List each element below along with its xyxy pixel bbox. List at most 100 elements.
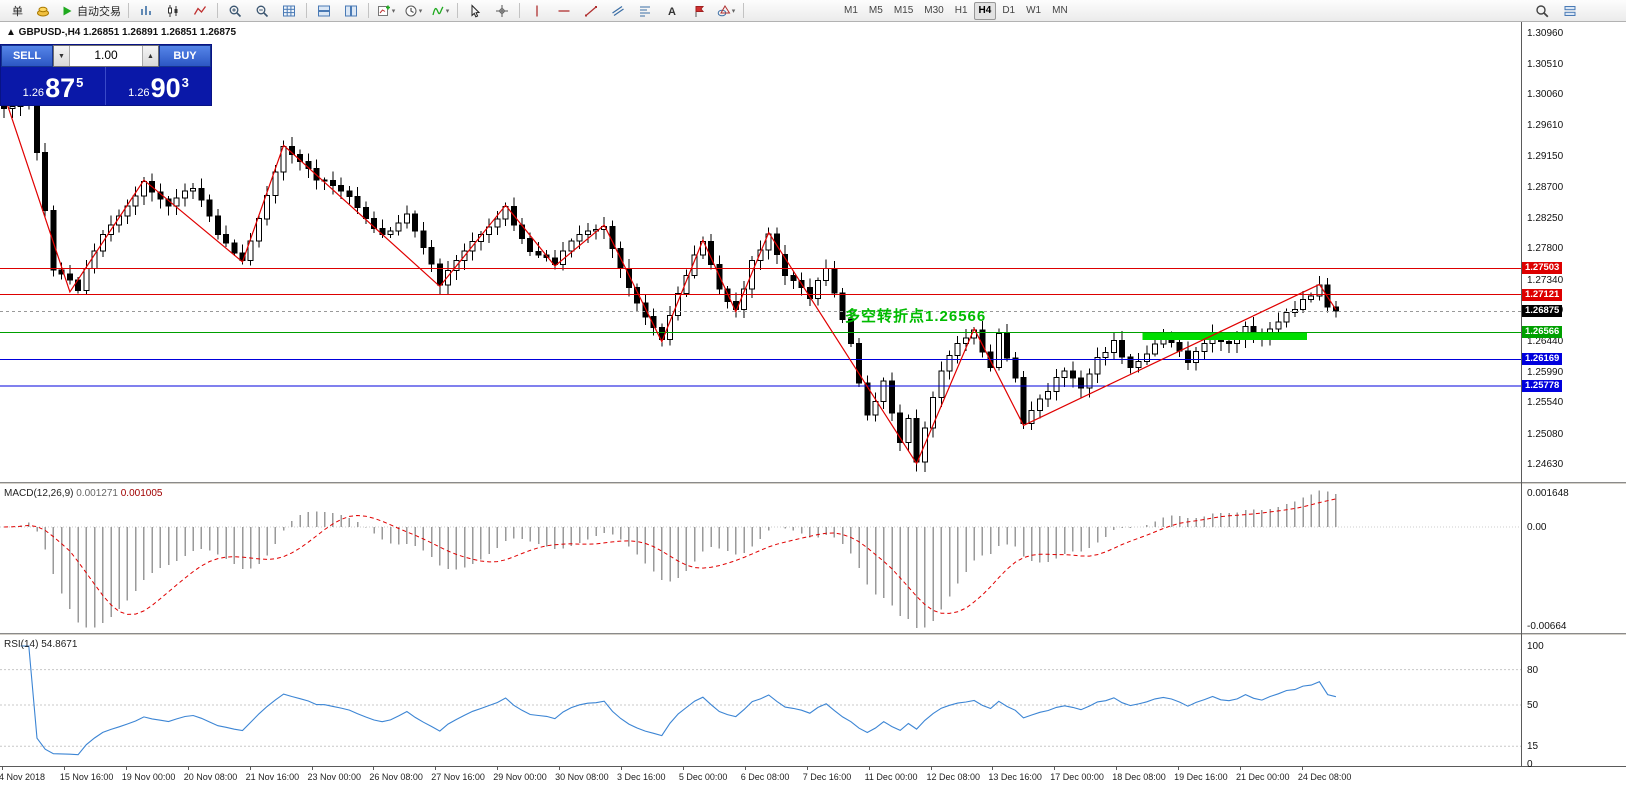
price-level-tag: 1.26875 bbox=[1522, 305, 1563, 318]
label-button[interactable] bbox=[686, 1, 712, 21]
buy-price[interactable]: 1.26 90 3 bbox=[106, 67, 211, 105]
toolbar-separator bbox=[217, 3, 218, 18]
zoom-in-button[interactable] bbox=[222, 1, 248, 21]
time-axis-tick bbox=[559, 767, 561, 770]
panel-divider[interactable] bbox=[0, 482, 1626, 485]
timeframe-group: M1 M5 M15 M30 H1 H4 D1 W1 MN bbox=[839, 1, 1073, 20]
macd-label: MACD(12,26,9) 0.001271 0.001005 bbox=[4, 488, 162, 499]
timeframe-h4-button[interactable]: H4 bbox=[973, 1, 997, 20]
symbol-ohlc-text: ▲ GBPUSD-,H4 1.26851 1.26891 1.26851 1.2… bbox=[6, 27, 237, 38]
crosshair-icon bbox=[496, 4, 508, 17]
arrange-horizontal-button[interactable] bbox=[311, 1, 337, 21]
time-axis-label: 30 Nov 08:00 bbox=[555, 772, 609, 782]
volume-increase-button[interactable]: ▲ bbox=[142, 46, 158, 66]
dropdown-arrow-icon: ▾ bbox=[391, 7, 396, 15]
svg-text:A: A bbox=[668, 6, 676, 18]
volume-input[interactable]: 1.00 bbox=[94, 48, 118, 62]
macd-signal-value: 0.001005 bbox=[120, 488, 163, 499]
timeframe-m15-button[interactable]: M15 bbox=[893, 5, 914, 16]
time-axis-label: 29 Nov 00:00 bbox=[493, 772, 547, 782]
hline-icon bbox=[558, 9, 570, 12]
autotrading-button[interactable]: 自动交易 bbox=[57, 1, 124, 21]
gold-icon bbox=[37, 6, 49, 16]
buy-button[interactable]: BUY bbox=[159, 45, 211, 67]
trendline-button[interactable] bbox=[578, 1, 604, 21]
tileh-icon bbox=[318, 5, 330, 16]
buy-price-pip: 3 bbox=[181, 75, 189, 90]
macd-indicator-chart[interactable] bbox=[0, 485, 1521, 633]
tile-windows-button[interactable] bbox=[276, 1, 302, 21]
indicators-button[interactable]: ▾ bbox=[427, 1, 453, 21]
time-axis-tick bbox=[373, 767, 375, 770]
zoomout-icon bbox=[256, 5, 269, 17]
bar-chart-button[interactable] bbox=[133, 1, 159, 21]
rsi-indicator-chart[interactable] bbox=[0, 636, 1521, 766]
candlestick-chart-button[interactable] bbox=[160, 1, 186, 21]
gold-button[interactable] bbox=[30, 1, 56, 21]
vertical-line-button[interactable] bbox=[524, 1, 550, 21]
price-axis-label: 1.25080 bbox=[1527, 428, 1564, 440]
time-axis-tick bbox=[930, 767, 932, 770]
new-chart-button[interactable]: ▾ bbox=[373, 1, 399, 21]
zoom-out-button[interactable] bbox=[249, 1, 275, 21]
search-icon bbox=[1536, 4, 1549, 17]
dropdown-arrow-icon: ▾ bbox=[418, 7, 423, 15]
text-button[interactable]: A bbox=[659, 1, 685, 21]
price-axis-label: 1.29150 bbox=[1527, 151, 1564, 163]
rsi-value: 54.8671 bbox=[41, 639, 78, 650]
linechart-icon bbox=[193, 5, 207, 15]
time-axis-label: 5 Dec 00:00 bbox=[678, 772, 728, 782]
search-button[interactable] bbox=[1529, 1, 1555, 21]
panel-divider[interactable] bbox=[0, 633, 1626, 636]
time-axis-label: 20 Nov 08:00 bbox=[183, 772, 238, 782]
volume-decrease-button[interactable]: ▼ bbox=[54, 46, 70, 66]
price-level-tag: 1.26566 bbox=[1522, 326, 1563, 339]
cursor-icon bbox=[471, 3, 481, 17]
price-axis-label: 1.26890 bbox=[1527, 305, 1564, 317]
time-axis[interactable]: 14 Nov 2018 15 Nov 16:00 19 Nov 00:00 20 No… bbox=[0, 766, 1626, 791]
crosshair-button[interactable] bbox=[489, 1, 515, 21]
panels-button[interactable] bbox=[1557, 1, 1583, 21]
shapes-icon bbox=[717, 4, 731, 16]
price-axis-label: 1.24630 bbox=[1527, 459, 1564, 471]
timeframe-d1-button[interactable]: D1 bbox=[1002, 5, 1016, 16]
buy-price-prefix: 1.26 bbox=[128, 87, 150, 99]
sell-button[interactable]: SELL bbox=[1, 45, 53, 67]
line-chart-button[interactable] bbox=[187, 1, 213, 21]
time-axis-tick bbox=[63, 767, 65, 770]
time-axis-label: 27 Nov 16:00 bbox=[431, 772, 485, 782]
time-axis-label: 11 Dec 00:00 bbox=[864, 772, 918, 782]
timeframe-m30-button[interactable]: M30 bbox=[924, 5, 944, 16]
sell-price[interactable]: 1.26 87 5 bbox=[1, 67, 106, 105]
timeframe-mn-button[interactable]: MN bbox=[1052, 5, 1068, 16]
fibonacci-button[interactable] bbox=[632, 1, 658, 21]
time-axis-tick bbox=[125, 767, 127, 770]
rsi-axis-label: 80 bbox=[1527, 664, 1539, 676]
timeframe-m5-button[interactable]: M5 bbox=[868, 5, 883, 16]
timeframe-w1-button[interactable]: W1 bbox=[1026, 5, 1042, 16]
price-axis[interactable]: 1.30960 1.30510 1.30060 1.29610 1.29150 1.287… bbox=[1521, 0, 1626, 808]
dropdown-arrow-icon: ▾ bbox=[445, 7, 450, 15]
orders-button[interactable]: 单 bbox=[3, 1, 29, 21]
shapes-button[interactable]: ▾ bbox=[713, 1, 739, 21]
time-axis-tick bbox=[435, 767, 437, 770]
tilev-icon bbox=[345, 5, 357, 16]
toolbar-separator bbox=[519, 3, 520, 18]
cursor-button[interactable] bbox=[462, 1, 488, 21]
fibo-icon bbox=[640, 5, 650, 17]
time-axis-tick bbox=[868, 767, 870, 770]
channel-button[interactable] bbox=[605, 1, 631, 21]
timeframe-m1-button[interactable]: M1 bbox=[844, 5, 858, 16]
horizontal-line-button[interactable] bbox=[551, 1, 577, 21]
candlestick-chart[interactable] bbox=[0, 22, 1521, 482]
timeframe-h1-button[interactable]: H1 bbox=[954, 5, 968, 16]
arrange-vertical-button[interactable] bbox=[338, 1, 364, 21]
flag-icon bbox=[695, 5, 705, 17]
profiles-button[interactable]: ▾ bbox=[400, 1, 426, 21]
time-axis-label: 15 Nov 16:00 bbox=[59, 772, 114, 782]
candles-icon bbox=[168, 4, 178, 17]
play-icon bbox=[63, 6, 72, 15]
layers-icon bbox=[1564, 5, 1576, 16]
macd-title: MACD(12,26,9) bbox=[4, 488, 74, 499]
trade-controls-row: SELL ▼ 1.00 ▲ BUY bbox=[1, 45, 211, 67]
